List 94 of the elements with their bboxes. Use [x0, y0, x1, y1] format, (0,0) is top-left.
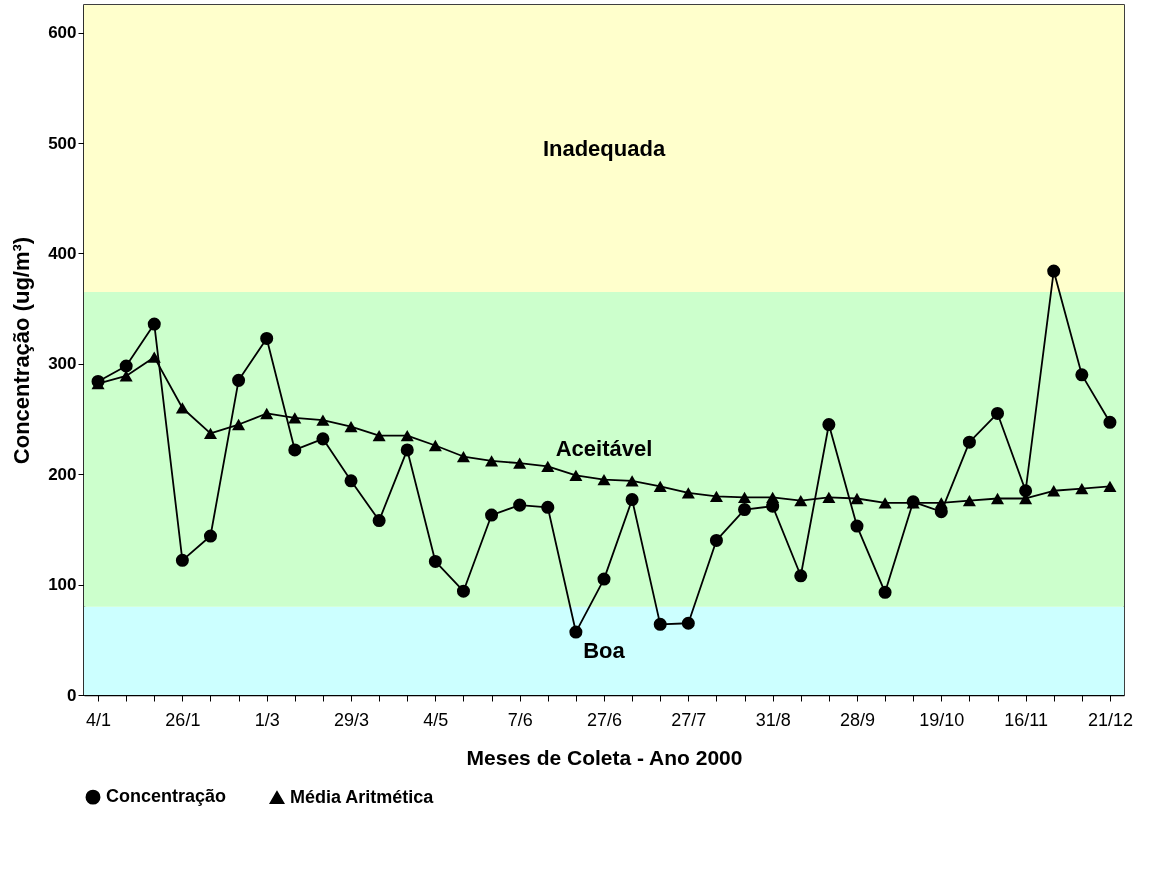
- x-tick-label: 19/10: [919, 709, 965, 730]
- legend-label: Média Aritmética: [290, 786, 435, 807]
- point: [316, 432, 330, 446]
- x-tick-label: 4/5: [423, 709, 449, 730]
- x-tick-label: 27/6: [586, 709, 623, 730]
- y-tick-label: 300: [48, 354, 77, 374]
- point: [878, 585, 892, 599]
- point: [119, 359, 133, 373]
- band-label: Inadequada: [542, 135, 666, 161]
- point: [232, 373, 246, 387]
- point: [850, 492, 864, 505]
- point: [344, 421, 358, 433]
- x-tick-label: 29/3: [334, 709, 370, 730]
- x-tick-label: 7/6: [507, 709, 533, 730]
- point: [428, 439, 442, 452]
- point: [822, 491, 836, 504]
- point: [597, 572, 611, 586]
- point: [569, 469, 583, 481]
- point: [1103, 415, 1117, 429]
- point: [850, 519, 864, 533]
- point: [653, 617, 667, 631]
- point: [681, 616, 695, 630]
- point: [738, 491, 752, 504]
- point: [738, 503, 752, 517]
- point: [485, 455, 499, 467]
- point: [203, 427, 218, 439]
- point: [456, 450, 470, 463]
- point: [288, 443, 302, 457]
- x-axis-title: Meses de Coleta - Ano 2000: [466, 745, 743, 769]
- point: [485, 508, 499, 522]
- x-tick-label: 27/7: [671, 709, 707, 730]
- point: [709, 533, 723, 547]
- point: [513, 498, 527, 512]
- point: [1075, 368, 1089, 382]
- point: [1047, 485, 1061, 497]
- point: [372, 514, 386, 528]
- y-tick-label: 100: [48, 575, 77, 595]
- point: [175, 402, 189, 414]
- point: [147, 317, 161, 331]
- x-tick-label: 31/8: [755, 709, 791, 730]
- point: [288, 412, 302, 424]
- point: [400, 429, 414, 442]
- point: [962, 495, 976, 507]
- point: [1019, 484, 1033, 498]
- point: [1047, 264, 1061, 278]
- point: [597, 474, 611, 486]
- point: [203, 529, 218, 543]
- point: [344, 474, 358, 488]
- y-axis-title: Concentração (ug/m³): [9, 236, 35, 465]
- point: [990, 406, 1005, 420]
- point: [1075, 482, 1089, 495]
- x-tick-label: 21/12: [1087, 709, 1133, 730]
- legend-label: Concentração: [106, 786, 227, 807]
- point: [625, 475, 639, 487]
- band-label: Boa: [583, 637, 626, 663]
- point: [541, 460, 555, 473]
- point: [962, 435, 976, 449]
- y-tick-label: 600: [48, 23, 77, 43]
- point: [653, 480, 667, 492]
- point: [260, 407, 274, 420]
- point: [878, 497, 892, 509]
- point: [372, 429, 386, 442]
- x-tick-label: 28/9: [839, 709, 875, 730]
- point: [794, 495, 808, 507]
- point: [232, 418, 246, 431]
- point: [822, 418, 836, 432]
- point: [794, 569, 808, 583]
- band-label: Aceitável: [555, 436, 653, 462]
- point: [400, 443, 414, 457]
- point: [681, 487, 695, 499]
- y-tick-label: 400: [48, 243, 77, 263]
- point: [147, 351, 161, 363]
- point: [456, 584, 470, 598]
- point: [316, 414, 330, 426]
- point: [1103, 480, 1117, 492]
- point: [513, 457, 527, 469]
- x-tick-label: 4/1: [86, 709, 112, 730]
- point: [119, 370, 133, 382]
- x-tick-label: 26/1: [165, 709, 201, 730]
- point: [766, 491, 780, 504]
- point: [428, 554, 442, 568]
- point: [569, 625, 583, 639]
- y-tick-label: 0: [67, 685, 77, 705]
- y-tick-label: 200: [48, 464, 77, 484]
- point: [990, 492, 1005, 505]
- point: [175, 553, 189, 567]
- point: [709, 490, 723, 502]
- point: [541, 500, 555, 514]
- y-tick-label: 500: [48, 133, 77, 153]
- x-tick-label: 1/3: [254, 709, 280, 730]
- point: [625, 493, 639, 507]
- point: [260, 331, 274, 345]
- point: [934, 497, 948, 509]
- x-tick-label: 16/11: [1004, 709, 1048, 730]
